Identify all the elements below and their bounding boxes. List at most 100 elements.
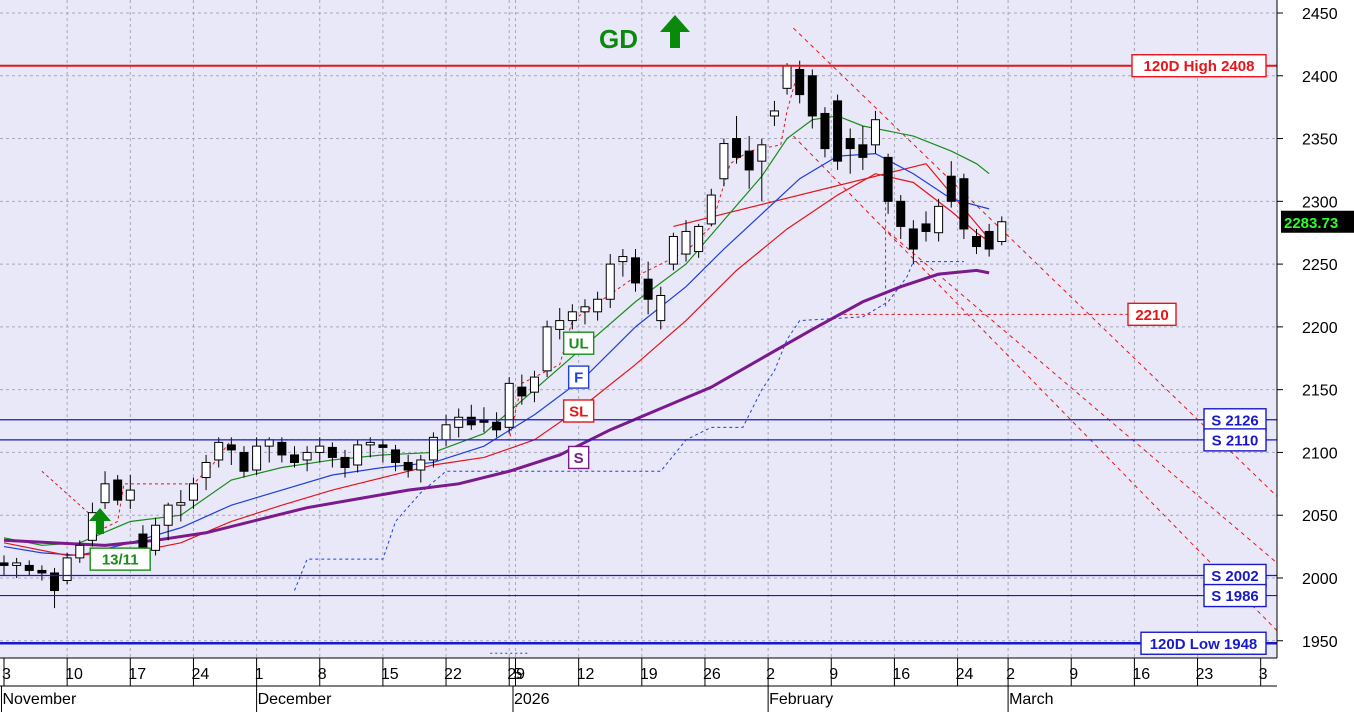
level-label: 120D Low 1948 <box>1140 631 1267 655</box>
candle-body <box>454 416 464 428</box>
candle <box>517 374 527 405</box>
candle-body <box>340 456 350 468</box>
level-label-2210-box <box>1127 302 1177 327</box>
candle-body <box>188 483 198 501</box>
y-tick-label: 2350 <box>1302 132 1338 149</box>
level-label-text: S 1986 <box>1211 588 1259 605</box>
trend-line-2 <box>925 163 990 240</box>
candle <box>0 555 9 576</box>
candle <box>555 308 565 340</box>
line-label-box <box>562 399 595 423</box>
candle-body <box>807 75 817 117</box>
candle-body <box>631 257 640 284</box>
candle <box>403 454 413 478</box>
y-tick-label: 2300 <box>1302 194 1338 211</box>
candle-body <box>580 306 590 313</box>
channel-lower-line <box>793 135 1278 632</box>
x-tick-label: 8 <box>318 666 327 683</box>
level-label: 120D High 2408 <box>1131 54 1267 78</box>
x-tick-label: 9 <box>829 666 838 683</box>
x-tick-label: 29 <box>507 666 525 683</box>
candle <box>845 128 855 174</box>
y-tick-label: 2250 <box>1302 257 1338 274</box>
candle-body <box>719 143 729 180</box>
y-tick-label: 2150 <box>1302 383 1338 400</box>
candle <box>391 444 401 472</box>
line-label: 13/11 <box>89 547 151 571</box>
candle <box>529 370 539 403</box>
candle-body <box>264 439 274 447</box>
x-tick-label: 19 <box>640 666 658 683</box>
channel-upper-line <box>793 27 1278 497</box>
candle <box>151 517 161 556</box>
candle <box>365 437 375 458</box>
candle <box>908 220 918 265</box>
candle-body <box>176 502 186 506</box>
candle <box>580 299 590 325</box>
support-step-line <box>294 261 964 591</box>
level-label-2210-text: 2210 <box>1135 307 1168 324</box>
level-label-text: S 2002 <box>1211 568 1259 585</box>
axis-panel-bottom <box>0 658 1277 712</box>
level-label-box <box>1203 583 1267 608</box>
level-label: S 2110 <box>1203 428 1267 452</box>
candle-body <box>896 200 906 227</box>
x-tick-label: 24 <box>191 666 209 683</box>
candle-body <box>37 569 47 574</box>
line-labels: UL F SL S 13/11 <box>89 331 595 571</box>
candle-body <box>353 444 363 466</box>
candle <box>454 408 464 438</box>
candle <box>946 161 956 208</box>
month-label: 2026 <box>514 691 550 708</box>
x-tick-label: 3 <box>1259 666 1268 683</box>
candle-body <box>302 451 312 461</box>
candle <box>378 439 388 463</box>
grid <box>0 0 1277 658</box>
candle <box>416 454 426 483</box>
candle-body <box>706 194 716 225</box>
candle-body <box>795 68 805 96</box>
candle-body <box>403 461 413 471</box>
candle-body <box>883 156 893 202</box>
candle-body <box>908 228 918 250</box>
y-tick-label: 2400 <box>1302 69 1338 86</box>
candle <box>656 286 666 330</box>
level-label-text: S 2110 <box>1212 432 1259 449</box>
line-label-box <box>562 331 595 355</box>
candle <box>668 232 678 271</box>
level-label-box <box>1140 631 1267 655</box>
candle <box>757 138 767 202</box>
candle <box>163 502 173 541</box>
candle <box>214 437 224 468</box>
plot-background <box>0 0 1277 658</box>
candle-body <box>277 441 287 456</box>
x-tick-label: 17 <box>128 666 146 683</box>
candle-body <box>618 256 628 263</box>
candle <box>315 437 325 463</box>
line-label-text: S <box>574 450 584 467</box>
candle-body <box>757 144 767 162</box>
line-label: S <box>567 445 590 470</box>
candle-body <box>833 100 843 162</box>
candle <box>858 125 868 170</box>
candle <box>972 228 982 255</box>
candle <box>719 138 729 187</box>
last-price-label: 2283.73 <box>1284 215 1338 232</box>
line-label-box <box>567 365 590 389</box>
candle-body <box>214 441 224 461</box>
candle-body <box>327 446 337 458</box>
candle <box>188 477 198 509</box>
candle <box>176 490 186 522</box>
candle <box>694 223 704 258</box>
candle-body <box>934 205 944 234</box>
axis-panel-right <box>1277 0 1354 712</box>
candle-body <box>416 459 426 471</box>
line-label-text: 13/11 <box>102 552 139 569</box>
candle-body <box>732 138 742 158</box>
candle-body <box>681 230 691 255</box>
candle <box>62 552 72 585</box>
candle-body <box>517 386 527 397</box>
candle <box>959 173 969 239</box>
candle <box>618 249 628 277</box>
x-axis: 3 10 17 24 1 8 15 22 295 12 19 26 2 9 16 24 2 9 16 23 3Novem… <box>0 657 1277 712</box>
